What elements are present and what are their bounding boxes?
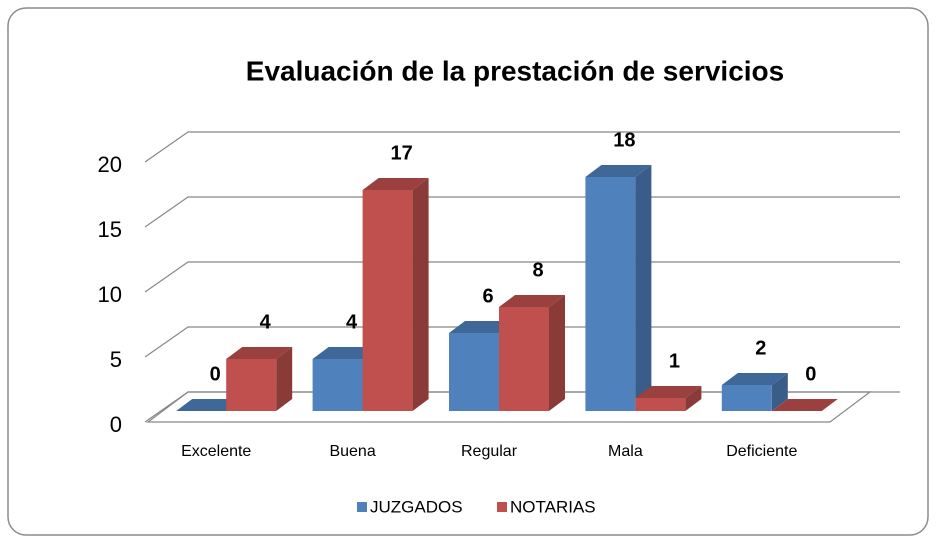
bar bbox=[449, 333, 499, 411]
data-label: 18 bbox=[613, 129, 635, 151]
bar-group bbox=[226, 347, 293, 411]
x-tick-label: Regular bbox=[461, 443, 518, 460]
data-label: 1 bbox=[669, 350, 680, 372]
legend-label: NOTARIAS bbox=[510, 497, 596, 516]
bar-top bbox=[362, 178, 429, 190]
bar-group bbox=[771, 399, 838, 411]
bar bbox=[362, 190, 413, 411]
bar bbox=[226, 359, 277, 411]
legend-swatch bbox=[357, 502, 367, 512]
grid-line bbox=[144, 261, 900, 293]
y-tick-label: 15 bbox=[98, 217, 122, 242]
bar-side bbox=[276, 347, 293, 411]
x-tick-label: Deficiente bbox=[726, 443, 797, 460]
y-tick-label: 10 bbox=[98, 282, 122, 307]
x-tick-label: Buena bbox=[329, 443, 375, 460]
bar-group bbox=[362, 178, 429, 411]
data-label: 4 bbox=[346, 311, 358, 333]
y-tick-label: 0 bbox=[110, 412, 122, 437]
data-label: 8 bbox=[532, 259, 543, 281]
data-label: 0 bbox=[805, 363, 816, 385]
bar-group bbox=[176, 399, 243, 411]
data-label: 17 bbox=[390, 142, 412, 164]
chart-title: Evaluación de la prestación de servicios bbox=[246, 55, 784, 86]
y-tick-label: 20 bbox=[98, 152, 122, 177]
bar-top bbox=[635, 386, 702, 398]
bar-top bbox=[226, 347, 293, 359]
bar-top bbox=[449, 321, 515, 333]
bar-group bbox=[721, 373, 788, 411]
legend-label: JUZGADOS bbox=[370, 497, 463, 516]
data-label: 4 bbox=[260, 311, 272, 333]
bar bbox=[585, 177, 636, 411]
bar-top bbox=[771, 399, 838, 411]
data-label: 6 bbox=[482, 285, 493, 307]
bar-top bbox=[585, 165, 652, 177]
bar-side bbox=[549, 295, 565, 411]
grid-line bbox=[144, 131, 900, 163]
bar-group bbox=[585, 165, 652, 411]
bar-top bbox=[176, 399, 243, 411]
bar-side bbox=[412, 178, 429, 411]
bar bbox=[635, 398, 686, 411]
x-tick-label: Excelente bbox=[181, 443, 251, 460]
bar bbox=[312, 359, 363, 411]
bar bbox=[721, 385, 772, 411]
x-tick-label: Mala bbox=[608, 443, 643, 460]
y-tick-label: 5 bbox=[110, 347, 122, 372]
bar-top bbox=[499, 295, 565, 307]
bar-side bbox=[771, 373, 788, 411]
grid-line bbox=[144, 196, 900, 228]
bar-side bbox=[685, 386, 702, 411]
bar-group bbox=[635, 386, 702, 411]
bar-group bbox=[499, 295, 565, 411]
data-label: 2 bbox=[755, 337, 766, 359]
legend-swatch bbox=[497, 502, 507, 512]
bar-top bbox=[312, 347, 379, 359]
data-label: 0 bbox=[210, 363, 221, 385]
bar-top bbox=[721, 373, 788, 385]
bar-side bbox=[635, 165, 652, 411]
bar bbox=[499, 307, 549, 411]
grid-line bbox=[144, 326, 900, 358]
